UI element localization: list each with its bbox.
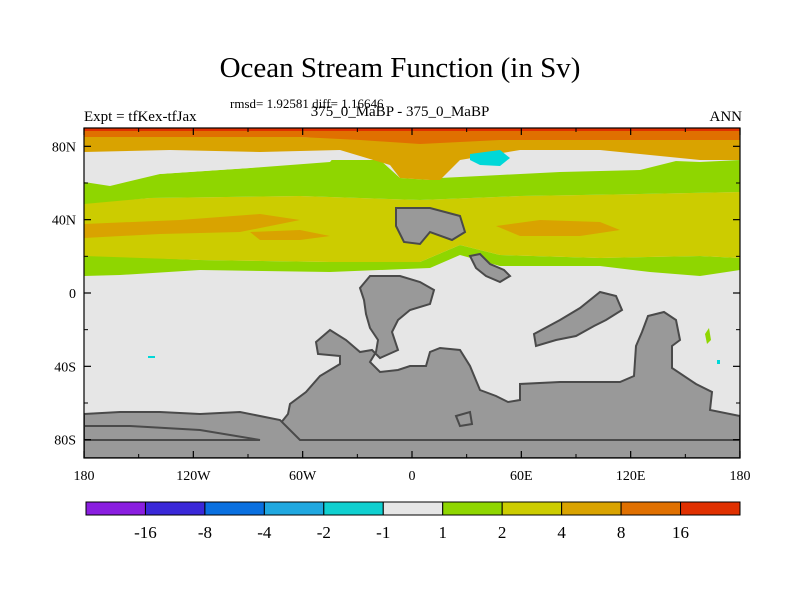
colorbar-box xyxy=(442,501,503,516)
green-band-south xyxy=(84,245,740,276)
gold-band-north xyxy=(84,137,740,180)
x-tick-label: 120W xyxy=(176,469,211,484)
green-patch-pacific xyxy=(705,328,711,344)
map-field xyxy=(84,128,740,458)
experiment-label: Expt = tfKex-tfJax xyxy=(84,109,197,125)
colorbar-label: 8 xyxy=(617,523,626,542)
land-asia-fragment xyxy=(468,252,512,284)
y-tick-label: 40N xyxy=(52,214,76,229)
gold-patch-1 xyxy=(84,214,300,238)
title: Ocean Stream Function (in Sv) xyxy=(219,52,581,84)
colorbar-box xyxy=(204,501,265,516)
period-label: 375_0_MaBP - 375_0_MaBP xyxy=(310,104,490,120)
land-antarctica xyxy=(84,410,740,458)
colorbar-box xyxy=(501,501,563,516)
colorbar-label: 1 xyxy=(438,523,447,542)
colorbar-label: 4 xyxy=(557,523,566,542)
y-tick-label: 0 xyxy=(69,287,76,302)
colorbar-label: -2 xyxy=(317,523,331,542)
y-tick-label: 80S xyxy=(54,434,76,449)
colorbar-box xyxy=(263,501,325,516)
x-tick-label: 60W xyxy=(289,469,317,484)
x-tick-label: 180 xyxy=(730,469,751,484)
stats-text: rmsd= 1.92581 diff= 1.16646 xyxy=(230,96,384,111)
x-axis: 180 120W 60W 0 60E 120E 180 xyxy=(74,128,751,484)
colorbar-label: -8 xyxy=(198,523,212,542)
colorbar-box xyxy=(620,501,682,516)
neutral-patch-atlantic xyxy=(84,150,340,186)
land-india-southeast-asia xyxy=(532,290,624,348)
cyan-patch-west-pacific xyxy=(717,360,720,364)
cyan-patch-pacific xyxy=(148,356,155,358)
colorbar-box xyxy=(144,501,206,516)
colorbar-box xyxy=(85,501,146,516)
x-tick-label: 180 xyxy=(74,469,95,484)
colorbar-label: 16 xyxy=(672,523,689,542)
colorbar-box xyxy=(680,501,741,516)
colorbar-label: 2 xyxy=(498,523,507,542)
colorbar-label: -1 xyxy=(376,523,390,542)
land-antarctica-west xyxy=(84,425,261,441)
colorbar: -16 -8 -4 -2 -1 1 2 4 8 16 xyxy=(85,501,741,542)
gold-patch-2 xyxy=(496,220,620,236)
y-tick-label: 80N xyxy=(52,140,76,155)
colorbar-box xyxy=(323,501,384,516)
land-europe xyxy=(395,207,467,246)
land-africa-south-america xyxy=(274,275,740,441)
colorbar-label: -4 xyxy=(257,523,272,542)
gold-patch-3 xyxy=(250,230,330,240)
y-axis: 80N 40N 0 40S 80S xyxy=(52,140,740,449)
land-masses xyxy=(84,207,740,458)
land-island-south xyxy=(454,410,474,428)
x-tick-label: 60E xyxy=(510,469,533,484)
cyan-patch-arctic xyxy=(470,150,510,166)
x-tick-label: 120E xyxy=(616,469,646,484)
colorbar-label: -16 xyxy=(134,523,157,542)
y-tick-label: 40S xyxy=(54,360,76,375)
x-tick-label: 0 xyxy=(409,469,416,484)
season-label: ANN xyxy=(709,109,743,125)
colorbar-box xyxy=(561,501,622,516)
colorbar-box xyxy=(382,501,444,516)
